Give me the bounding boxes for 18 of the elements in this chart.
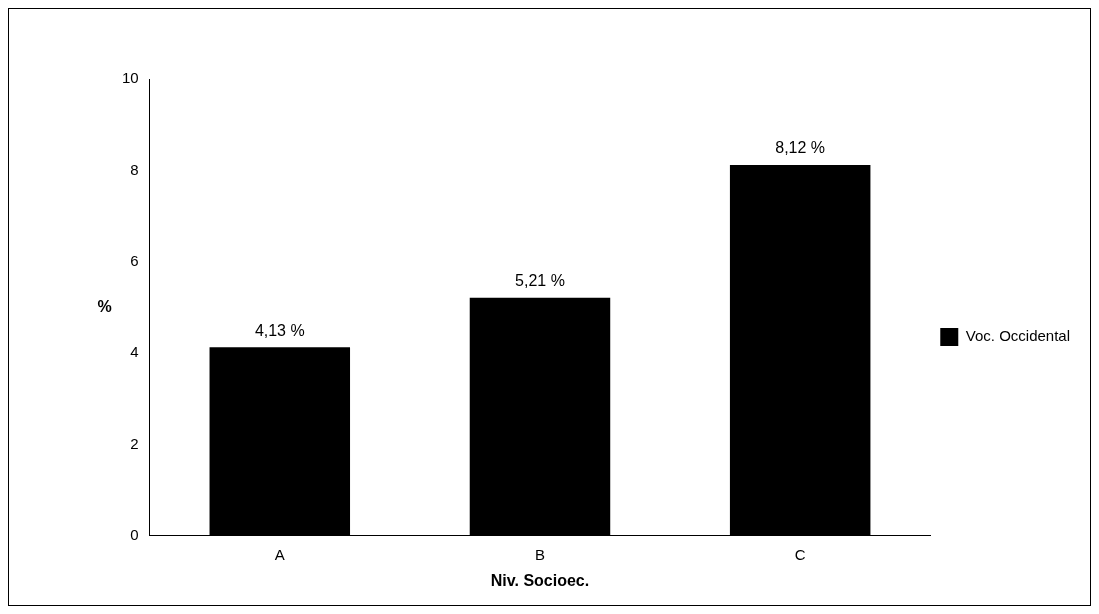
x-tick-label: A <box>274 545 285 563</box>
y-tick-label: 4 <box>130 343 139 361</box>
y-tick-label: 0 <box>130 525 139 543</box>
bar <box>209 347 351 536</box>
bar <box>729 164 871 536</box>
x-axis-title: Niv. Socioec. <box>490 571 590 589</box>
data-label: 8,12 % <box>775 139 826 157</box>
y-tick-label: 8 <box>130 160 139 178</box>
y-tick-label: 10 <box>122 69 139 87</box>
y-axis-title: % <box>97 297 112 315</box>
data-label: 4,13 % <box>254 321 305 339</box>
y-tick-label: 2 <box>130 434 139 452</box>
y-tick-label: 6 <box>130 251 139 269</box>
data-label: 5,21 % <box>515 272 565 290</box>
legend-label: Voc. Occidental <box>965 327 1071 345</box>
x-tick-label: C <box>794 545 806 563</box>
x-tick-label: B <box>534 545 545 563</box>
bar <box>469 297 611 536</box>
